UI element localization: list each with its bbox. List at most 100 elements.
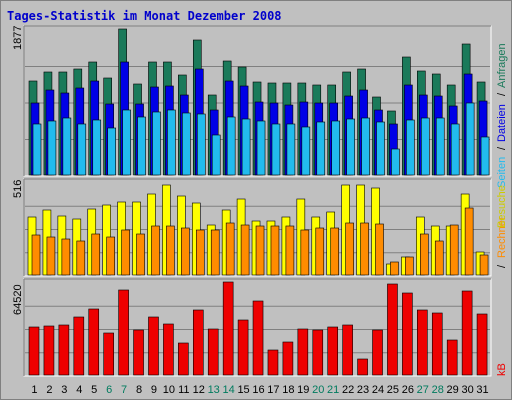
bar-kb-21 — [327, 326, 339, 376]
x-tick-label-24: 24 — [372, 384, 384, 396]
bar-seiten-27 — [421, 117, 430, 176]
bar-rechner-19 — [300, 229, 310, 276]
bar-rechner-30 — [464, 207, 474, 276]
bar-kb-25 — [387, 283, 398, 376]
bar-kb-5 — [88, 308, 100, 376]
x-tick-label-5: 5 — [91, 384, 97, 396]
bar-rechner-8 — [136, 233, 145, 276]
bar-seiten-14 — [226, 116, 236, 176]
bar-seiten-21 — [331, 120, 341, 176]
bar-rechner-13 — [210, 229, 220, 276]
bar-kb-6 — [103, 332, 114, 376]
bar-seiten-1 — [32, 123, 42, 176]
x-tick-label-31: 31 — [476, 384, 488, 396]
bar-kb-23 — [357, 358, 368, 376]
bar-seiten-5 — [92, 119, 102, 176]
bar-seiten-31 — [480, 136, 490, 176]
bar-rechner-28 — [434, 240, 444, 276]
x-tick-label-14: 14 — [223, 384, 235, 396]
bar-rechner-20 — [315, 227, 325, 276]
bar-kb-30 — [461, 290, 473, 376]
bar-rechner-21 — [330, 227, 340, 276]
bar-rechner-23 — [360, 222, 369, 276]
bar-kb-24 — [372, 329, 383, 376]
x-tick-label-21: 21 — [327, 384, 339, 396]
bar-kb-16 — [252, 300, 264, 376]
bar-seiten-8 — [137, 116, 146, 176]
bar-rechner-11 — [181, 227, 190, 276]
x-tick-label-15: 15 — [237, 384, 249, 396]
bar-seiten-6 — [107, 127, 116, 176]
bar-kb-22 — [342, 324, 353, 376]
bar-rechner-26 — [405, 256, 414, 276]
bar-seiten-3 — [62, 117, 72, 176]
bar-kb-13 — [207, 328, 219, 376]
bar-kb-15 — [237, 319, 249, 376]
bar-rechner-6 — [106, 236, 115, 276]
bar-rechner-22 — [345, 222, 354, 276]
bar-kb-4 — [73, 316, 85, 376]
x-tick-label-3: 3 — [61, 384, 67, 396]
bar-seiten-12 — [196, 113, 206, 176]
chart-title: Tages-Statistik im Monat Dezember 2008 — [7, 9, 282, 23]
bar-rechner-29 — [449, 224, 459, 276]
bar-kb-3 — [58, 324, 70, 376]
bar-rechner-15 — [240, 224, 250, 276]
bar-seiten-7 — [122, 109, 131, 176]
bar-kb-27 — [417, 309, 428, 376]
bar-rechner-24 — [375, 223, 384, 276]
bar-kb-19 — [297, 328, 309, 376]
bar-seiten-30 — [465, 102, 475, 176]
x-tick-label-26: 26 — [402, 384, 414, 396]
x-tick-label-23: 23 — [357, 384, 369, 396]
bar-seiten-20 — [316, 121, 326, 176]
bar-kb-20 — [312, 329, 324, 376]
x-tick-label-19: 19 — [297, 384, 309, 396]
bar-rechner-17 — [270, 225, 280, 276]
bar-seiten-15 — [241, 118, 251, 176]
x-tick-label-25: 25 — [387, 384, 399, 396]
bar-rechner-9 — [151, 225, 160, 276]
bar-kb-14 — [222, 281, 234, 376]
x-tick-label-12: 12 — [193, 384, 205, 396]
bar-seiten-25 — [391, 148, 400, 176]
x-tick-label-8: 8 — [136, 384, 142, 396]
x-tick-label-30: 30 — [461, 384, 473, 396]
bar-kb-28 — [431, 312, 443, 376]
bar-rechner-16 — [255, 225, 265, 276]
bar-seiten-28 — [435, 117, 445, 176]
x-tick-label-27: 27 — [417, 384, 429, 396]
bar-kb-1 — [28, 326, 40, 376]
bar-kb-2 — [43, 325, 55, 376]
bar-seiten-13 — [211, 134, 221, 176]
bar-kb-17 — [267, 349, 279, 376]
x-tick-label-29: 29 — [447, 384, 459, 396]
bar-seiten-26 — [406, 119, 415, 176]
bar-rechner-25 — [390, 261, 399, 276]
bar-rechner-5 — [91, 233, 101, 276]
bar-seiten-17 — [271, 123, 281, 176]
bar-seiten-19 — [301, 126, 311, 176]
x-tick-label-1: 1 — [31, 384, 37, 396]
bar-kb-18 — [282, 341, 294, 376]
bar-seiten-22 — [346, 118, 355, 176]
x-tick-label-6: 6 — [106, 384, 112, 396]
x-tick-label-9: 9 — [151, 384, 157, 396]
bar-rechner-1 — [31, 234, 41, 276]
bar-kb-29 — [446, 339, 458, 376]
bar-seiten-29 — [450, 123, 460, 176]
bar-kb-8 — [133, 329, 144, 376]
bar-rechner-14 — [225, 222, 235, 276]
bar-seiten-16 — [256, 120, 266, 176]
x-tick-label-10: 10 — [163, 384, 175, 396]
bar-seiten-23 — [361, 117, 370, 176]
x-tick-label-16: 16 — [252, 384, 264, 396]
bar-rechner-7 — [121, 229, 130, 276]
bar-seiten-24 — [376, 121, 385, 176]
x-tick-label-4: 4 — [76, 384, 82, 396]
x-tick-label-17: 17 — [267, 384, 279, 396]
x-tick-label-7: 7 — [121, 384, 127, 396]
bar-kb-31 — [476, 313, 488, 376]
bar-rechner-12 — [195, 229, 205, 276]
